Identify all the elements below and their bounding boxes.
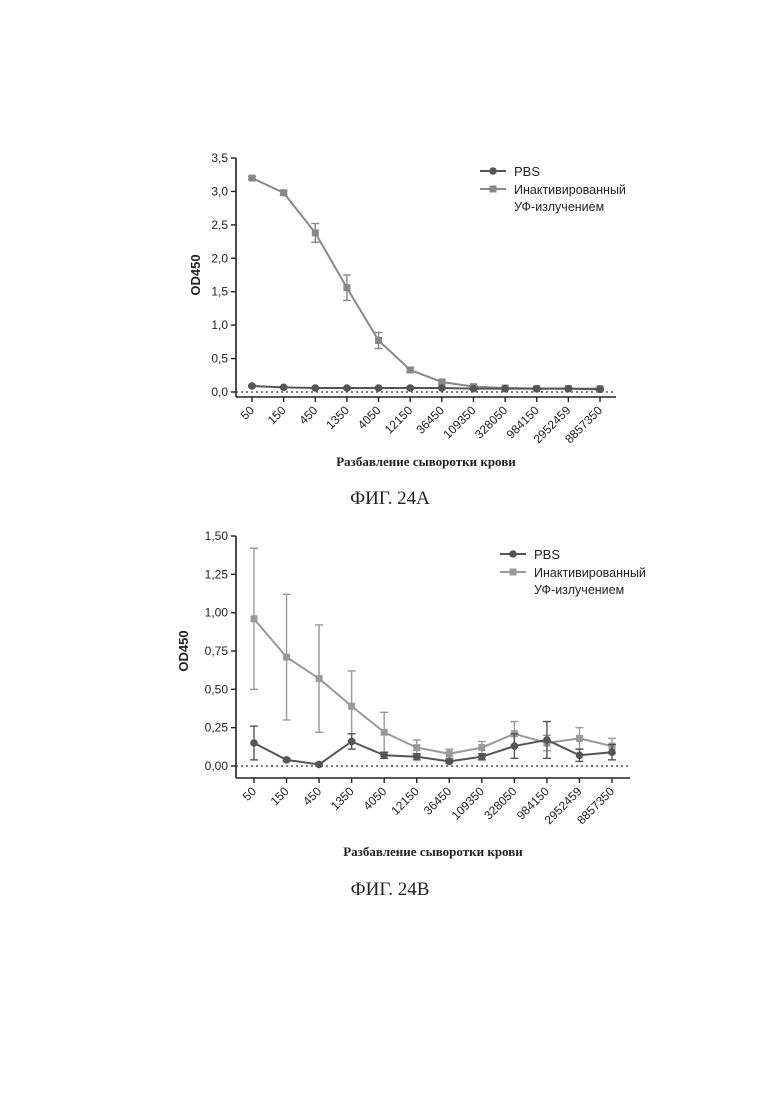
legend-pbs-marker	[489, 167, 497, 175]
uv-data-point	[251, 615, 258, 622]
pbs-data-point	[543, 736, 551, 744]
y-tick-label: 1,25	[205, 567, 229, 581]
y-tick-label: 1,0	[211, 318, 228, 332]
y-axis-label: OD450	[188, 254, 203, 295]
x-tick-label: 150	[268, 784, 292, 808]
pbs-series-line	[254, 740, 612, 765]
x-axis-label: Разбавление сыворотки крови	[343, 844, 523, 859]
uv-data-point	[348, 703, 355, 710]
pbs-data-point	[375, 384, 383, 392]
y-tick-label: 1,50	[205, 529, 229, 543]
legend-pbs-label: PBS	[534, 547, 560, 562]
uv-data-point	[249, 175, 256, 182]
pbs-data-point	[438, 384, 446, 392]
x-tick-label: 1350	[323, 403, 352, 432]
x-tick-label: 328050	[481, 784, 519, 822]
legend-pbs-marker	[509, 550, 517, 558]
pbs-data-point	[501, 385, 509, 393]
figure-caption-a: ФИГ. 24А	[0, 488, 780, 510]
x-tick-label: 12150	[388, 784, 422, 818]
uv-data-point	[283, 654, 290, 661]
x-tick-label: 4050	[355, 403, 384, 432]
chart-b: 0,00 0,25 0,50 0,75 1,00 1,25 1,50 50 150 4501350…	[0, 520, 780, 900]
pbs-data-point	[248, 382, 256, 390]
legend-uv-label-line1: Инактивированный	[534, 566, 646, 580]
pbs-data-point	[380, 751, 388, 759]
uv-data-point	[375, 337, 382, 344]
uv-data-point	[413, 744, 420, 751]
x-tick-label: 4050	[361, 784, 390, 813]
x-axis-label: Разбавление сыворотки крови	[336, 454, 516, 469]
y-tick-label: 3,5	[211, 151, 228, 165]
uv-data-point	[576, 735, 583, 742]
uv-data-point	[478, 744, 485, 751]
uv-data-point	[381, 729, 388, 736]
pbs-data-point	[596, 386, 604, 394]
pbs-series-line	[252, 386, 600, 389]
pbs-data-point	[406, 384, 414, 392]
y-tick-label: 0,5	[211, 352, 228, 366]
y-tick-label: 2,0	[211, 251, 228, 265]
x-tick-label: 109350	[449, 784, 487, 822]
y-tick-label: 0,50	[205, 682, 229, 696]
pbs-data-point	[445, 758, 453, 766]
pbs-data-point	[565, 385, 573, 393]
legend-uv-label-line1: Инактивированный	[514, 183, 626, 197]
uv-data-point	[343, 284, 350, 291]
pbs-data-point	[348, 738, 356, 746]
pbs-data-point	[250, 739, 258, 747]
figure-caption-b: ФИГ. 24В	[0, 879, 780, 901]
pbs-data-point	[511, 742, 519, 750]
pbs-data-point	[413, 753, 421, 761]
legend-uv-marker	[490, 186, 497, 193]
pbs-data-point	[608, 748, 616, 756]
y-tick-label: 0,25	[205, 721, 229, 735]
uv-data-point	[312, 229, 319, 236]
y-tick-label: 1,00	[205, 606, 229, 620]
x-tick-label: 50	[240, 784, 260, 804]
x-tick-label: 1350	[328, 784, 357, 813]
pbs-data-point	[533, 385, 541, 393]
uv-data-point	[407, 366, 414, 373]
y-axis-label: OD450	[176, 630, 191, 671]
x-tick-label: 50	[238, 403, 258, 423]
pbs-data-point	[283, 756, 291, 764]
y-tick-label: 0,0	[211, 385, 228, 399]
uv-data-point	[280, 189, 287, 196]
x-tick-label: 450	[300, 784, 324, 808]
y-tick-label: 2,5	[211, 218, 228, 232]
pbs-data-point	[311, 384, 319, 392]
y-tick-label: 1,5	[211, 285, 228, 299]
uv-data-point	[316, 675, 323, 682]
pbs-data-point	[280, 384, 288, 392]
pbs-data-point	[470, 385, 478, 393]
legend-uv-marker	[510, 569, 517, 576]
uv-data-point	[446, 750, 453, 757]
legend-uv-label-line2: УФ-излучением	[534, 583, 624, 597]
x-tick-label: 12150	[382, 403, 416, 437]
y-tick-label: 0,00	[205, 759, 229, 773]
pbs-data-point	[343, 384, 351, 392]
x-tick-label: 450	[296, 403, 320, 427]
legend-uv-label-line2: УФ-излучением	[514, 200, 604, 214]
pbs-data-point	[576, 751, 584, 759]
pbs-data-point	[315, 761, 323, 769]
y-tick-label: 3,0	[211, 184, 228, 198]
pbs-data-point	[478, 753, 486, 761]
x-tick-label: 328050	[472, 403, 510, 441]
x-tick-label: 109350	[440, 403, 478, 441]
y-tick-label: 0,75	[205, 644, 229, 658]
legend-pbs-label: PBS	[514, 164, 540, 179]
uv-series-line	[254, 619, 612, 754]
x-tick-label: 150	[265, 403, 289, 427]
